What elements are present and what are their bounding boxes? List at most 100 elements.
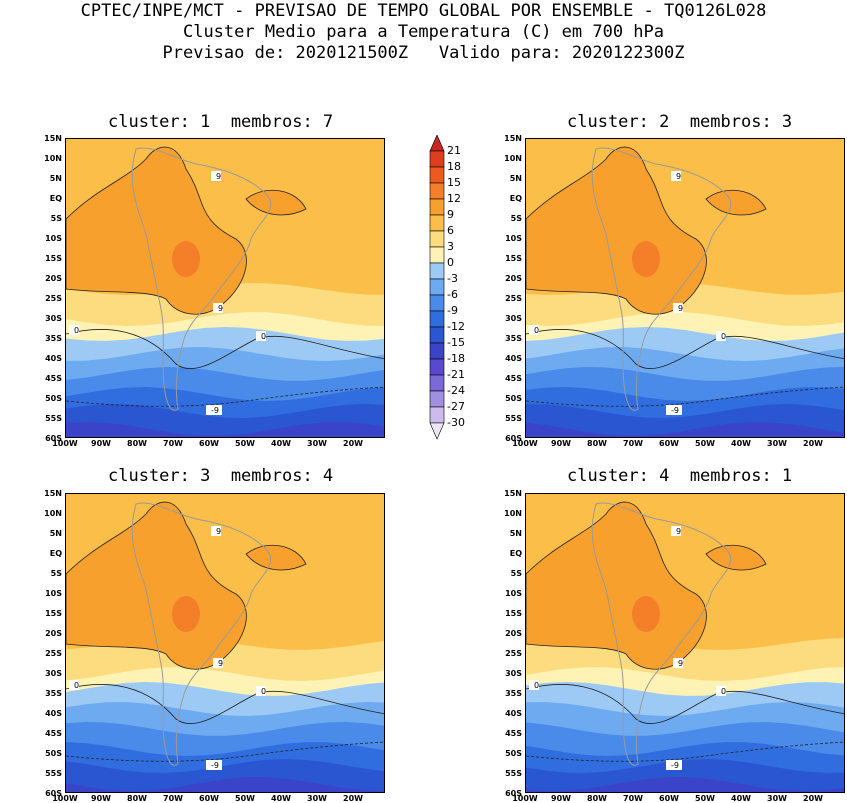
map-graphic: 9 9 0 0 -9 <box>66 494 384 792</box>
colorbar-graphic <box>429 134 445 440</box>
latitude-label: EQ <box>509 549 522 558</box>
colorbar-swatch <box>429 278 445 296</box>
panel-title: cluster: 1 membros: 7 <box>108 112 334 132</box>
latitude-label: 50S <box>505 749 522 758</box>
temperature-band <box>526 777 844 792</box>
contour-label: 0 <box>69 680 79 690</box>
longitude-label: 50W <box>235 794 255 803</box>
latitude-label: EQ <box>49 549 62 558</box>
latitude-label: 35S <box>45 689 62 698</box>
contour-line-0 <box>526 684 844 724</box>
svg-text:-9: -9 <box>671 761 679 770</box>
contour-label: 9 <box>671 171 681 181</box>
contour-label: 9 <box>211 171 221 181</box>
colorbar-level-label: -21 <box>447 368 465 381</box>
longitude-label: 50W <box>235 439 255 448</box>
svg-text:0: 0 <box>261 687 266 696</box>
contour-label: 0 <box>256 331 266 341</box>
colorbar-level-label: -15 <box>447 336 465 349</box>
svg-text:-9: -9 <box>211 761 219 770</box>
latitude-label: 50S <box>505 394 522 403</box>
longitude-label: 40W <box>731 439 751 448</box>
colorbar-level-label: 0 <box>447 256 454 269</box>
latitude-label: 15S <box>505 609 522 618</box>
contour-label: 9 <box>211 526 221 536</box>
svg-text:-9: -9 <box>211 406 219 415</box>
svg-text:0: 0 <box>721 332 726 341</box>
hot-core <box>172 596 200 632</box>
longitude-label: 100W <box>52 439 78 448</box>
latitude-label: 35S <box>505 334 522 343</box>
latitude-label: 40S <box>45 709 62 718</box>
svg-text:-9: -9 <box>671 406 679 415</box>
colorbar-level-label: 12 <box>447 192 461 205</box>
coastline <box>131 147 272 411</box>
header-line-1: CPTEC/INPE/MCT - PREVISAO DE TEMPO GLOBA… <box>80 1 767 21</box>
latitude-label: 5S <box>510 569 522 578</box>
colorbar-swatch <box>429 342 445 360</box>
warm-region <box>705 190 767 216</box>
temperature-band <box>526 422 844 437</box>
svg-text:9: 9 <box>676 172 681 181</box>
colorbar-swatch <box>429 390 445 408</box>
colorbar-level-label: -6 <box>447 288 458 301</box>
longitude-label: 30W <box>307 794 327 803</box>
warm-region <box>245 190 307 216</box>
latitude-label: 5N <box>509 529 522 538</box>
latitude-label: 5N <box>49 174 62 183</box>
warm-region <box>245 545 307 571</box>
longitude-label: 70W <box>623 794 643 803</box>
latitude-label: 20S <box>45 274 62 283</box>
colorbar-swatch <box>429 262 445 280</box>
coastline <box>591 147 732 411</box>
map-graphic: 9 9 0 0 -9 <box>66 139 384 437</box>
latitude-label: 55S <box>505 769 522 778</box>
colorbar-level-label: 6 <box>447 224 454 237</box>
panel-title: cluster: 3 membros: 4 <box>108 466 334 486</box>
latitude-label: 10S <box>505 589 522 598</box>
latitude-label: 30S <box>45 314 62 323</box>
temperature-band <box>66 777 384 792</box>
svg-text:0: 0 <box>74 326 79 335</box>
latitude-label: 60S <box>45 434 62 443</box>
colorbar-level-label: -3 <box>447 272 458 285</box>
cluster-map: 9 9 0 0 -9 <box>65 138 385 438</box>
svg-text:0: 0 <box>534 326 539 335</box>
latitude-label: 5N <box>49 529 62 538</box>
hot-core <box>632 241 660 277</box>
longitude-label: 60W <box>659 794 679 803</box>
svg-text:0: 0 <box>74 681 79 690</box>
hot-core <box>632 596 660 632</box>
temperature-band <box>526 759 844 792</box>
contour-label: -9 <box>206 405 222 415</box>
longitude-label: 80W <box>127 439 147 448</box>
longitude-label: 90W <box>91 439 111 448</box>
map-graphic: 9 9 0 0 -9 <box>526 139 844 437</box>
svg-text:9: 9 <box>216 527 221 536</box>
contour-line-minus9 <box>526 386 844 407</box>
latitude-label: 55S <box>45 769 62 778</box>
longitude-label: 40W <box>731 794 751 803</box>
latitude-label: 55S <box>45 414 62 423</box>
warm-region <box>526 146 707 315</box>
longitude-label: 50W <box>695 439 715 448</box>
contour-line-0 <box>66 684 384 724</box>
contour-label: 9 <box>673 658 683 668</box>
colorbar-swatch <box>429 230 445 248</box>
latitude-label: 45S <box>505 374 522 383</box>
latitude-label: 35S <box>505 689 522 698</box>
colorbar-level-label: -9 <box>447 304 458 317</box>
header-line-2: Cluster Medio para a Temperatura (C) em … <box>182 22 665 42</box>
contour-label: -9 <box>206 760 222 770</box>
latitude-label: 20S <box>505 274 522 283</box>
latitude-label: 45S <box>45 374 62 383</box>
contour-line-0 <box>66 329 384 369</box>
colorbar-level-label: 18 <box>447 160 461 173</box>
contour-label: 0 <box>716 686 726 696</box>
longitude-label: 80W <box>587 794 607 803</box>
colorbar-swatch <box>429 374 445 392</box>
latitude-label: 25S <box>45 294 62 303</box>
latitude-label: 45S <box>505 729 522 738</box>
contour-label: 0 <box>529 680 539 690</box>
latitude-label: 10N <box>504 509 522 518</box>
